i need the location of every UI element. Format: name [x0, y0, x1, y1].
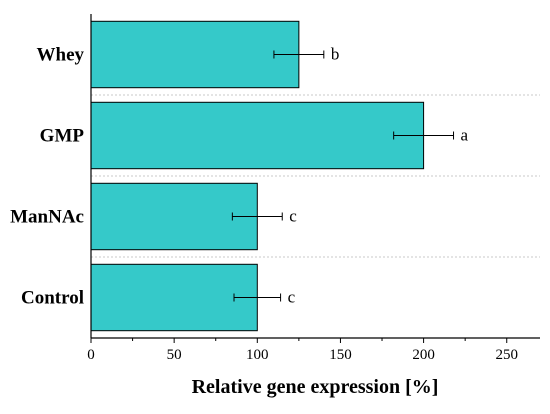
significance-label-whey: b — [331, 45, 340, 64]
grid-layer — [91, 94, 540, 258]
bar-control — [90, 263, 258, 332]
axis-layer — [90, 14, 540, 343]
significance-label-control: c — [288, 288, 296, 307]
bar-mannac — [90, 182, 258, 251]
x-axis-title: Relative gene expression [%] — [192, 376, 439, 398]
significance-label-mannac: c — [289, 207, 297, 226]
error-bar-layer — [231, 50, 455, 302]
category-label-gmp: GMP — [40, 126, 85, 147]
category-label-mannac: ManNAc — [10, 207, 84, 228]
bar-layer — [90, 20, 425, 332]
x-tick-label-0: 0 — [87, 347, 95, 363]
x-tick-label-150: 150 — [329, 347, 352, 363]
category-label-control: Control — [21, 288, 84, 309]
bar-whey — [90, 20, 300, 89]
significance-label-gmp: a — [461, 126, 469, 145]
label-layer: b Whey a GMP c ManNAc c Control 0 50 100 150 200 250 — [10, 45, 518, 364]
x-tick-label-250: 250 — [495, 347, 518, 363]
x-tick-label-100: 100 — [246, 347, 269, 363]
x-tick-label-200: 200 — [412, 347, 435, 363]
x-tick-label-50: 50 — [167, 347, 182, 363]
bar-gmp — [90, 101, 425, 170]
category-label-whey: Whey — [37, 45, 85, 66]
